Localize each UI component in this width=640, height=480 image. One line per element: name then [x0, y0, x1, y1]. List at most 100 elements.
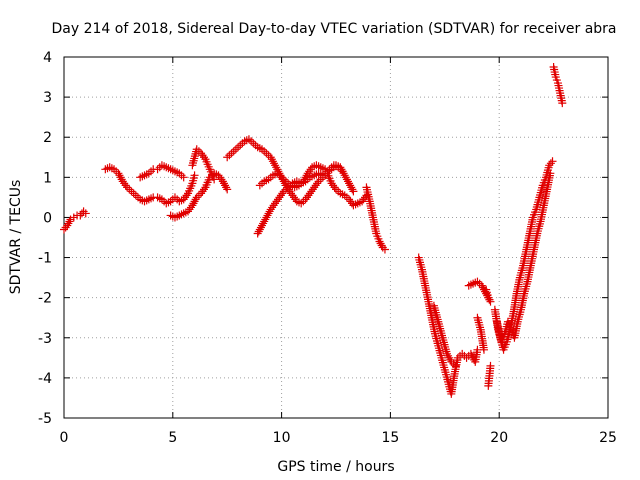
- data-point: [346, 197, 355, 206]
- data-point: [255, 225, 264, 234]
- data-point: [264, 175, 273, 184]
- data-point: [268, 203, 277, 212]
- x-tick-label: 15: [381, 430, 399, 446]
- data-point: [345, 179, 354, 188]
- data-point: [305, 189, 314, 198]
- data-point: [546, 159, 555, 168]
- data-point: [329, 181, 338, 190]
- data-point: [327, 179, 336, 188]
- data-point: [545, 161, 554, 170]
- data-point: [358, 197, 367, 206]
- data-point: [259, 219, 268, 228]
- data-point: [197, 149, 206, 158]
- data-point: [468, 351, 476, 360]
- data-point: [179, 195, 188, 204]
- data-point: [376, 239, 385, 248]
- data-point: [120, 179, 129, 188]
- data-point: [290, 183, 299, 192]
- data-point: [288, 191, 297, 200]
- data-point: [258, 221, 267, 230]
- data-point: [125, 185, 134, 194]
- data-point: [299, 197, 308, 206]
- data-point: [269, 159, 278, 168]
- data-point: [341, 173, 350, 182]
- data-point: [484, 381, 493, 390]
- chart-title: Day 214 of 2018, Sidereal Day-to-day VTE…: [51, 21, 616, 37]
- data-point: [179, 173, 188, 182]
- data-point: [377, 241, 386, 250]
- data-point: [247, 137, 256, 146]
- data-point: [199, 185, 208, 194]
- data-point: [485, 295, 494, 304]
- data-point: [308, 185, 317, 194]
- data-point: [289, 193, 298, 202]
- data-point: [466, 349, 475, 358]
- data-point: [451, 361, 460, 370]
- data-point: [340, 171, 349, 180]
- data-point: [76, 211, 85, 220]
- data-point: [266, 153, 275, 162]
- data-point: [442, 349, 451, 358]
- data-point: [131, 191, 140, 200]
- data-point: [275, 193, 284, 202]
- data-point: [118, 177, 127, 186]
- data-point: [260, 217, 269, 226]
- data-point: [236, 141, 245, 150]
- data-point: [265, 207, 274, 216]
- data-point: [264, 209, 273, 218]
- data-point: [347, 183, 356, 192]
- data-point: [271, 161, 280, 170]
- data-point: [299, 177, 308, 186]
- data-point: [261, 215, 270, 224]
- data-point: [181, 193, 190, 202]
- data-point: [303, 169, 312, 178]
- data-point: [223, 185, 232, 194]
- data-point: [184, 207, 193, 216]
- data-point: [225, 151, 234, 160]
- data-point: [345, 195, 354, 204]
- data-point: [300, 175, 309, 184]
- data-point: [223, 153, 232, 162]
- data-point: [346, 181, 355, 190]
- x-tick-label: 0: [60, 430, 69, 446]
- data-point: [185, 205, 194, 214]
- y-tick-label: -1: [38, 251, 52, 267]
- y-tick-label: -3: [38, 331, 52, 347]
- data-point: [214, 171, 223, 180]
- x-tick-label: 10: [273, 430, 291, 446]
- data-point: [198, 151, 207, 160]
- data-point: [162, 199, 171, 208]
- data-point: [307, 187, 316, 196]
- data-point: [330, 183, 339, 192]
- data-point: [65, 217, 74, 226]
- data-point: [380, 245, 389, 254]
- data-point: [273, 195, 282, 204]
- data-point: [175, 197, 184, 206]
- data-point: [477, 281, 486, 290]
- data-point: [218, 177, 227, 186]
- x-tick-label: 20: [490, 430, 508, 446]
- data-point: [340, 191, 349, 200]
- data-point: [310, 171, 319, 180]
- data-point: [101, 165, 110, 174]
- data-point: [349, 187, 358, 196]
- data-point: [117, 175, 126, 184]
- data-point: [343, 177, 352, 186]
- data-point: [258, 145, 267, 154]
- data-point: [353, 199, 362, 208]
- data-point: [253, 229, 262, 238]
- data-point: [234, 143, 243, 152]
- data-point: [199, 153, 208, 162]
- y-tick-label: 2: [43, 130, 52, 146]
- data-point: [227, 149, 236, 158]
- y-tick-label: 0: [43, 210, 52, 226]
- data-point: [210, 175, 219, 184]
- data-point: [311, 181, 320, 190]
- data-point: [190, 171, 199, 180]
- data-point: [116, 173, 125, 182]
- x-tick-label: 25: [599, 430, 617, 446]
- data-point: [272, 197, 281, 206]
- plot-area-frame: [63, 56, 609, 419]
- data-point: [215, 173, 224, 182]
- data-point: [266, 205, 275, 214]
